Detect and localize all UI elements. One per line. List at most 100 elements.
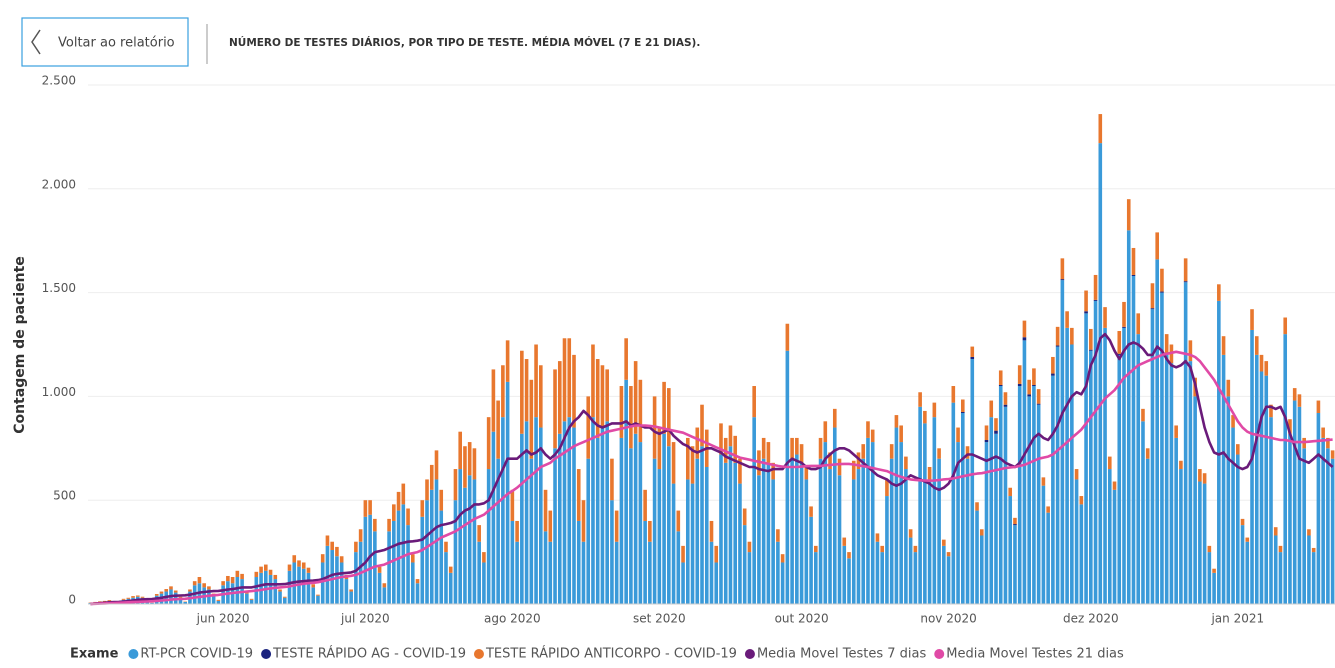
bar [468, 442, 472, 475]
x-tick-label: set 2020 [633, 612, 686, 626]
bar [515, 542, 519, 604]
bar [548, 542, 552, 604]
bar [1160, 269, 1164, 292]
bar [335, 547, 339, 556]
bar [563, 421, 567, 604]
bar [515, 521, 519, 542]
bar [364, 500, 368, 517]
bar [392, 504, 396, 521]
bar [866, 421, 870, 438]
bar [468, 475, 472, 604]
bar [686, 438, 690, 480]
legend-label: TESTE RÁPIDO AG - COVID-19 [272, 646, 466, 662]
bar [283, 597, 287, 598]
bar [871, 442, 875, 604]
bar [349, 589, 353, 591]
bar [212, 596, 216, 604]
bar [956, 428, 960, 443]
bar [605, 369, 609, 421]
bar [989, 417, 993, 604]
bar [1160, 293, 1164, 604]
bar [577, 469, 581, 521]
bar [629, 448, 633, 604]
bar [1227, 396, 1231, 604]
bar [714, 562, 718, 604]
bar [1018, 365, 1022, 384]
bar [1260, 371, 1264, 604]
bar [980, 529, 984, 535]
bar [155, 594, 159, 596]
bar [160, 592, 164, 594]
bar [1023, 340, 1027, 604]
bar [719, 455, 723, 604]
bar [231, 577, 235, 583]
bar [1241, 519, 1245, 525]
bar [1113, 490, 1117, 604]
bar [847, 552, 851, 558]
bar [819, 459, 823, 604]
back-label[interactable]: Voltar ao relatório [58, 36, 175, 51]
bar [681, 546, 685, 563]
bar [629, 386, 633, 448]
bar [833, 409, 837, 428]
x-tick-label: jan 2021 [1210, 612, 1264, 626]
bar [1132, 275, 1136, 276]
legend-label: Media Movel Testes 7 dias [757, 647, 927, 662]
bar [952, 386, 956, 403]
bar [1132, 276, 1136, 604]
bar [970, 359, 974, 604]
bar [819, 438, 823, 459]
bar [1298, 407, 1302, 604]
bar [534, 345, 538, 418]
bar [1312, 548, 1316, 552]
bar [383, 587, 387, 604]
bar [1203, 473, 1207, 483]
bar [961, 413, 965, 604]
bar [842, 538, 846, 546]
bar [1065, 311, 1069, 328]
bar [1080, 496, 1084, 504]
bar [1075, 479, 1079, 604]
bar [857, 469, 861, 604]
bar [800, 463, 804, 604]
bar [1136, 313, 1140, 334]
bar [1155, 232, 1159, 259]
bar [250, 600, 254, 604]
bar [1151, 283, 1155, 308]
bar [487, 469, 491, 604]
bar [563, 338, 567, 421]
bar [994, 418, 998, 430]
bar [188, 589, 192, 591]
bar [1184, 282, 1188, 604]
bar [572, 428, 576, 604]
bar [1018, 384, 1022, 386]
bar [876, 542, 880, 604]
bar [202, 583, 206, 587]
bar [1165, 334, 1169, 355]
bar [435, 450, 439, 479]
bar [1250, 330, 1254, 604]
bar [525, 359, 529, 421]
bar [1061, 258, 1065, 279]
bar [947, 556, 951, 604]
bar [240, 574, 244, 579]
bar [340, 556, 344, 562]
bar [914, 552, 918, 604]
bar [1279, 546, 1283, 552]
bar [321, 554, 325, 562]
bar [1122, 327, 1126, 328]
bar [795, 438, 799, 455]
bar [1013, 525, 1017, 604]
bar [1208, 552, 1212, 604]
bar [439, 490, 443, 511]
bar [1245, 538, 1249, 542]
bar [672, 484, 676, 604]
legend-label: TESTE RÁPIDO ANTICORPO - COVID-19 [485, 646, 737, 662]
bar [326, 546, 330, 604]
bar [890, 459, 894, 604]
bar [767, 442, 771, 463]
bar [383, 583, 387, 587]
bar [307, 568, 311, 573]
bar [368, 500, 372, 515]
bar [330, 542, 334, 550]
